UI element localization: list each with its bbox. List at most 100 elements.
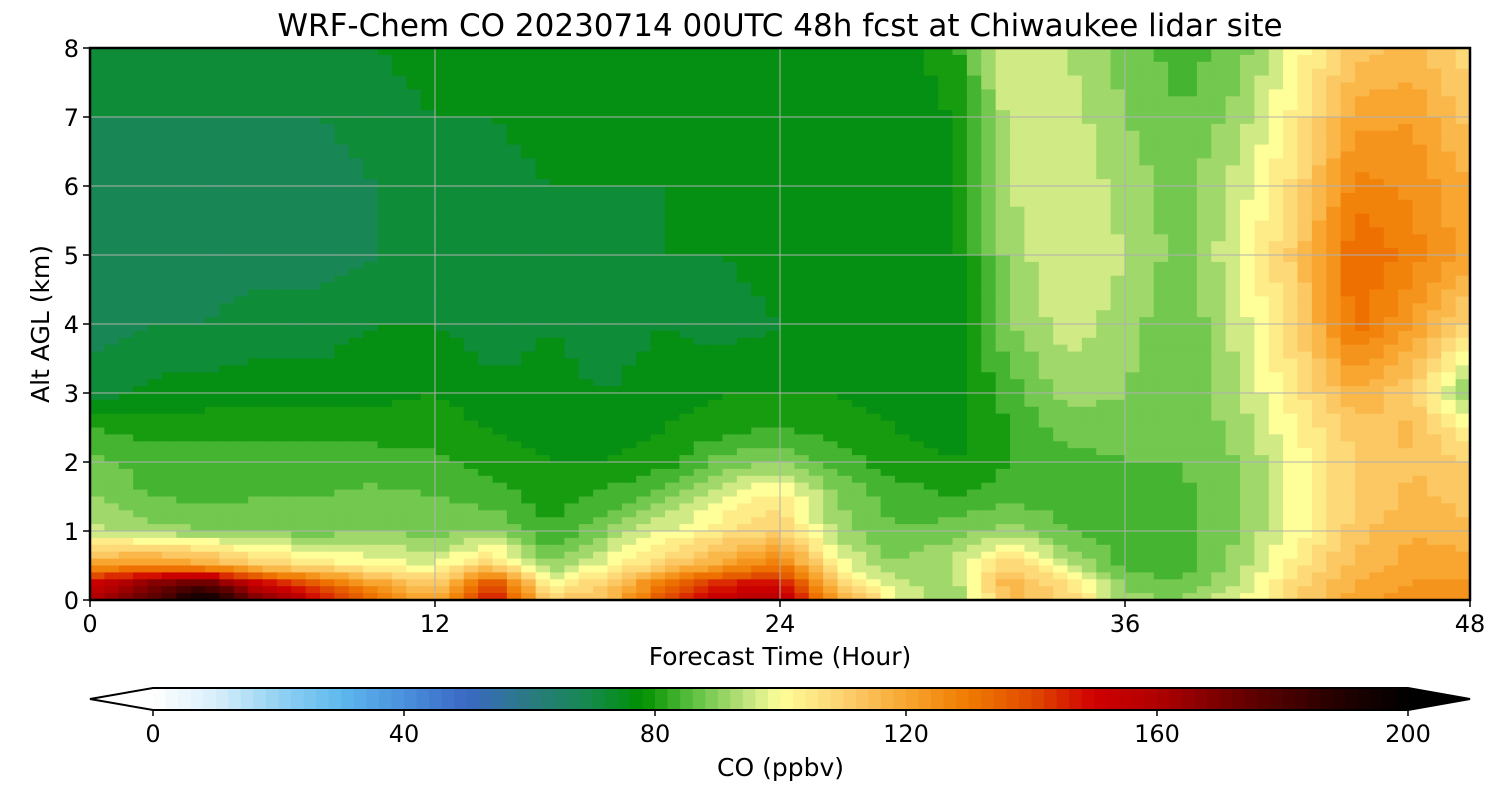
heat-cell [1426, 220, 1442, 228]
heat-cell [966, 399, 982, 408]
heat-cell [1398, 103, 1414, 111]
heat-cell [665, 54, 680, 63]
heat-cell [104, 199, 120, 208]
heat-cell [1211, 213, 1227, 222]
heat-cell [1024, 117, 1040, 125]
heat-cell [1441, 386, 1457, 394]
heat-cell [1125, 386, 1140, 394]
heat-cell [736, 303, 752, 311]
heat-cell [1340, 199, 1356, 208]
heat-cell [377, 123, 393, 132]
heat-cell [1125, 75, 1140, 84]
heat-cell [1168, 130, 1184, 139]
heat-cell [1139, 75, 1155, 84]
heat-cell [1398, 179, 1414, 187]
heat-cell [118, 179, 134, 187]
heat-cell [377, 227, 393, 235]
heat-cell [248, 317, 264, 325]
heat-cell [190, 110, 206, 118]
heat-cell [147, 186, 163, 194]
heat-cell [1010, 96, 1025, 104]
heat-cell [420, 151, 436, 159]
heat-cell [521, 213, 537, 222]
heat-cell [506, 186, 522, 194]
heat-cell [305, 96, 321, 104]
heat-cell [665, 358, 680, 366]
heat-cell [233, 137, 249, 146]
heat-cell [1096, 89, 1112, 97]
heat-cell [722, 379, 738, 387]
heat-cell [147, 137, 163, 146]
heat-cell [521, 220, 537, 228]
heat-cell [449, 179, 465, 187]
heat-cell [521, 310, 537, 318]
heat-cell [665, 158, 680, 166]
heat-cell [1355, 303, 1370, 311]
heat-cell [1369, 48, 1385, 56]
heat-cell [593, 192, 609, 201]
heat-cell [1110, 317, 1126, 325]
heat-cell [205, 89, 220, 97]
heat-cell [1053, 399, 1069, 408]
heat-cell [923, 282, 939, 291]
heat-cell [104, 386, 120, 394]
heat-cell [1125, 213, 1140, 222]
heat-cell [1369, 199, 1385, 208]
heat-cell [320, 213, 335, 222]
heat-cell [1096, 310, 1112, 318]
heat-cell [1196, 282, 1212, 291]
heat-cell [765, 54, 781, 63]
heat-cell [1455, 103, 1471, 111]
heat-cell [679, 248, 695, 256]
heat-cell [176, 48, 192, 56]
heat-cell [765, 255, 781, 263]
heat-cell [952, 75, 968, 84]
heat-cell [593, 96, 609, 104]
heat-cell [593, 206, 609, 215]
heat-cell [1369, 151, 1385, 159]
heat-cell [334, 282, 350, 291]
heat-cell [1067, 137, 1083, 146]
heat-cell [794, 241, 810, 249]
heat-cell [1053, 213, 1069, 222]
heat-cell [276, 289, 292, 297]
heat-cell [564, 275, 580, 284]
heat-cell [463, 165, 479, 173]
heat-cell [650, 303, 666, 311]
heat-cell [1139, 310, 1155, 318]
heat-cell [909, 399, 925, 408]
heat-cell [794, 192, 810, 201]
heat-cell [521, 206, 537, 215]
heat-cell [334, 172, 350, 180]
heat-cell [1268, 172, 1284, 180]
heat-cell [1311, 324, 1327, 332]
heat-cell [1311, 117, 1327, 125]
heat-cell [708, 372, 724, 380]
heat-cell [176, 248, 192, 256]
heat-cell [391, 303, 407, 311]
heat-cell [1355, 137, 1370, 146]
heat-cell [679, 144, 695, 153]
heat-cell [1024, 186, 1040, 194]
heat-cell [104, 303, 120, 311]
heat-cell [1110, 158, 1126, 166]
heat-cell [1182, 68, 1198, 77]
heat-cell [909, 75, 925, 84]
heat-cell [1398, 268, 1414, 277]
heat-cell [1297, 110, 1313, 118]
heat-cell [420, 192, 436, 201]
heat-cell [981, 379, 997, 387]
heat-cell [578, 248, 594, 256]
heat-cell [1010, 103, 1025, 111]
heat-cell [305, 206, 321, 215]
heat-cell [1268, 144, 1284, 153]
heat-cell [636, 123, 652, 132]
heat-cell [1383, 365, 1399, 373]
heat-cell [320, 179, 335, 187]
heat-cell [1340, 365, 1356, 373]
heat-cell [1196, 75, 1212, 84]
heat-cell [981, 165, 997, 173]
heat-cell [866, 344, 882, 353]
heat-cell [262, 144, 278, 153]
heat-cell [233, 268, 249, 277]
